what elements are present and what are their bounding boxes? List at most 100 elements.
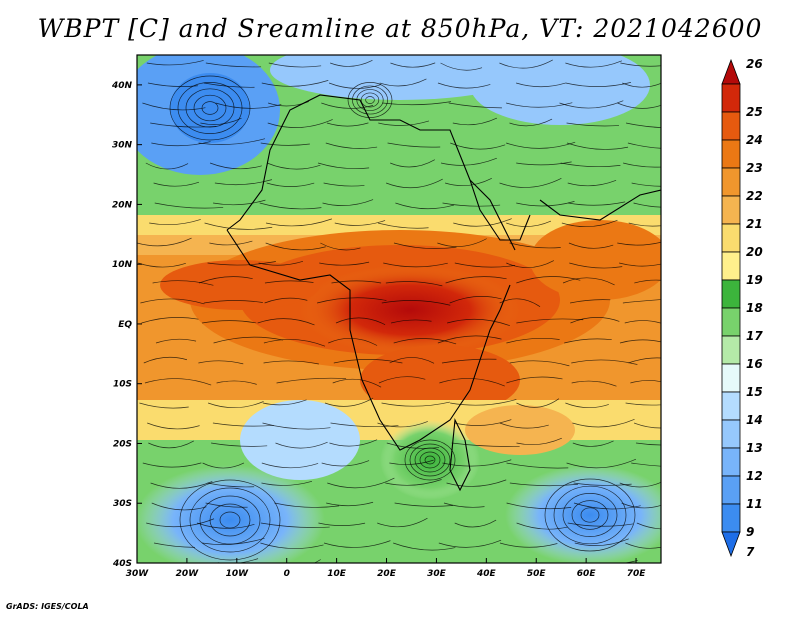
lon-tick-label: 10E (327, 569, 347, 579)
streamline (445, 276, 507, 284)
vortex-streamline (193, 94, 227, 122)
streamline (499, 542, 558, 548)
streamline (322, 199, 374, 206)
streamline (561, 219, 618, 227)
streamline (442, 459, 512, 467)
streamline (573, 482, 632, 486)
streamline (260, 142, 310, 146)
streamline (448, 102, 502, 109)
streamline (454, 262, 516, 268)
streamline (627, 142, 661, 149)
streamline (386, 442, 440, 449)
streamline (509, 242, 561, 249)
streamline (325, 142, 378, 149)
streamline (454, 419, 512, 426)
streamline (622, 82, 661, 88)
streamline (146, 60, 204, 66)
streamline (394, 502, 453, 507)
lat-tick-label: 40N (111, 81, 133, 91)
colorbar-label: 12 (746, 469, 763, 483)
streamline (440, 157, 497, 166)
streamline (566, 458, 637, 469)
vortex-streamline (347, 82, 393, 118)
vortex-streamline (209, 503, 251, 537)
colorbar-bin (721, 279, 741, 309)
colorbar-bin (721, 363, 741, 393)
lat-tick-label: 20N (112, 200, 133, 210)
streamline (574, 538, 629, 547)
vortex-streamline (199, 495, 261, 545)
streamline (509, 118, 553, 127)
streamline (506, 102, 573, 108)
streamline (516, 398, 560, 408)
colorbar-label: 24 (746, 133, 763, 147)
lat-tick-label: 30S (113, 499, 132, 509)
streamline (572, 419, 635, 428)
streamline (330, 422, 399, 427)
streamline (516, 82, 566, 88)
streamline (509, 482, 579, 487)
streamline (215, 102, 282, 109)
streamline (275, 441, 328, 449)
streamline (319, 261, 370, 266)
streamline (209, 162, 262, 170)
streamline (324, 397, 374, 407)
vortex-streamline (419, 451, 441, 469)
streamline (378, 376, 426, 384)
colorbar-label: 18 (746, 301, 763, 315)
streamline (619, 262, 661, 267)
streamline (385, 281, 443, 287)
streamline (565, 60, 623, 68)
streamline (450, 142, 506, 150)
streamline (264, 297, 308, 304)
streamline (570, 317, 620, 324)
streamline (631, 462, 661, 467)
streamline (145, 162, 189, 170)
streamline (266, 162, 321, 170)
streamline (382, 562, 384, 563)
lat-tick-label: 40S (112, 559, 132, 569)
vortex-streamline (201, 101, 219, 115)
streamline (214, 179, 273, 186)
streamline (440, 62, 483, 71)
streamline (328, 82, 382, 89)
vortex-streamline (544, 478, 636, 552)
streamline (148, 440, 194, 449)
vortex-streamline (179, 479, 281, 561)
colorbar-label: 13 (746, 441, 763, 455)
streamline (263, 360, 319, 365)
streamline (620, 62, 661, 67)
streamline (377, 517, 428, 528)
lon-tick-label: 50E (527, 569, 547, 579)
lon-tick-label: 30E (427, 569, 447, 579)
colorbar-bin (721, 58, 741, 85)
streamline (449, 296, 502, 304)
colorbar-bin (721, 195, 741, 225)
colorbar-bin (721, 111, 741, 141)
streamline (216, 380, 257, 385)
streamline (200, 117, 242, 125)
streamline (630, 380, 661, 384)
streamline (377, 222, 429, 229)
streamline (207, 261, 276, 266)
coastlines (226, 94, 661, 492)
streamline (142, 462, 202, 468)
streamline (385, 479, 442, 486)
streamline (378, 120, 430, 126)
lon-tick-label: 20E (377, 569, 397, 579)
streamline (144, 378, 212, 386)
colorbar-label: 15 (746, 385, 763, 399)
streamline (385, 178, 443, 189)
streamline (450, 399, 517, 406)
streamline (154, 202, 224, 209)
streamline (381, 401, 450, 407)
streamline (391, 319, 432, 324)
streamline (506, 462, 569, 469)
streamline (137, 237, 192, 247)
streamline (506, 376, 563, 384)
lon-tick-label: 0 (284, 569, 290, 579)
lon-tick-label: 20W (176, 569, 200, 579)
streamline (506, 337, 560, 344)
streamline (261, 480, 313, 486)
